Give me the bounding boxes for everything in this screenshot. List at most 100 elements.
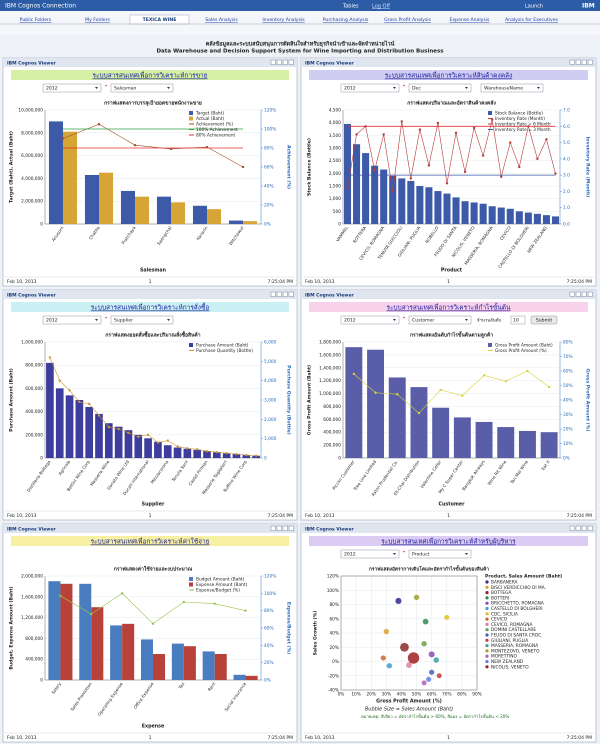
top-link[interactable]: Tables [342,4,359,10]
y-tick-label: 6,000,000 [21,153,43,159]
line-marker [245,453,248,457]
viewer-icon[interactable] [276,525,282,531]
select-value[interactable]: 2012 [46,86,58,92]
select[interactable] [408,315,472,325]
viewer-icon[interactable] [569,291,575,297]
viewer-label: IBM Cognos Viewer [305,60,355,66]
select-value[interactable]: Salesman [114,86,137,92]
viewer-icon[interactable] [575,291,581,297]
viewer-icon[interactable] [282,59,288,65]
bar [443,193,451,224]
viewer-icon[interactable] [288,291,294,297]
viewer-icon[interactable] [569,59,575,65]
viewer-header [3,290,297,299]
x-tick-label: Salary [50,681,62,695]
footer-date: Feb 10, 2013 [7,279,37,285]
viewer-icon[interactable] [282,291,288,297]
bar [343,123,352,224]
top-link[interactable]: Log Off [372,4,390,10]
viewer-icon[interactable] [288,59,294,65]
bar [183,448,192,458]
tab[interactable] [316,15,375,24]
select[interactable] [340,315,400,325]
tab[interactable] [378,15,437,24]
tab[interactable] [6,15,65,24]
select-value[interactable]: 2012 [344,318,356,324]
tab[interactable] [254,15,313,24]
line-marker [382,133,385,136]
line-marker [117,427,120,431]
tab-label[interactable]: Analysis for Executives [505,17,559,23]
y-tick-label: 0 [338,456,341,462]
select-value[interactable]: 2012 [46,318,58,324]
select-value[interactable]: Product [412,552,430,558]
input[interactable] [510,315,526,325]
line-marker [482,374,486,377]
viewer-icon[interactable] [270,291,276,297]
select-value[interactable]: Customer [412,318,434,324]
y2-axis-title: Achievement (%) [286,145,292,189]
button[interactable] [530,315,558,325]
top-link[interactable]: Launch [525,4,543,10]
bubble [433,657,439,663]
select[interactable] [110,83,174,93]
viewer-icon[interactable] [581,291,587,297]
y-tick-label: 4,500 [329,108,342,114]
line-marker [225,451,228,455]
viewer-icon[interactable] [270,525,276,531]
select[interactable] [340,83,400,93]
viewer-icon[interactable] [587,59,593,65]
line-marker [120,592,124,595]
tab[interactable] [440,15,499,24]
y2-tick-label: 20% [264,203,274,209]
select[interactable] [110,315,174,325]
footer-page: 1 [149,279,152,285]
tab-label[interactable]: Gross Profit Analysis [384,17,431,23]
viewer-icon[interactable] [569,525,575,531]
tab-label[interactable]: Sales Analysis [205,17,238,23]
select[interactable] [42,315,102,325]
select-value[interactable]: Dec [412,86,421,92]
select-value[interactable]: WarehouseName [484,86,523,92]
line-marker [215,451,219,454]
select[interactable] [408,549,472,559]
viewer-icon[interactable] [276,291,282,297]
tab-label[interactable]: My Folders [85,17,110,23]
y-tick-label: 2,500 [329,158,342,164]
tab[interactable] [192,15,251,24]
viewer-icon[interactable] [288,525,294,531]
viewer-icon[interactable] [575,525,581,531]
legend-label: GIULIANI, PUGLIA [491,638,528,644]
viewer-icon[interactable] [270,59,276,65]
panel-banner [11,302,289,312]
tab[interactable] [68,15,127,24]
tab-label[interactable]: Public Folders [20,17,52,23]
required-mark [403,550,405,553]
y-tick-label: 800,000 [25,636,43,642]
bar [362,153,370,224]
chart-title: กราฟแสดงปริมาณและอัตราสินค้าคงคลัง [407,100,496,107]
viewer-icon[interactable] [581,59,587,65]
tab-label[interactable]: TEXICA WINE [143,17,177,23]
tab[interactable] [502,15,561,24]
select-value[interactable]: 2012 [344,86,356,92]
tab-label[interactable]: Inventory Analysis [262,17,305,23]
y2-tick-label: 4.0 [563,156,570,162]
viewer-icon[interactable] [282,525,288,531]
select[interactable] [340,549,400,559]
tab-label[interactable]: Expense Analysis [450,17,490,23]
legend-label: Expense/Budget (%) [196,588,240,594]
button-label[interactable]: Submit [536,318,552,324]
select[interactable] [480,83,544,93]
viewer-icon[interactable] [575,59,581,65]
select-value[interactable]: Supplier [114,318,133,324]
select-value[interactable]: 2012 [344,552,356,558]
viewer-icon[interactable] [587,525,593,531]
select[interactable] [408,83,472,93]
viewer-icon[interactable] [587,291,593,297]
select[interactable] [42,83,102,93]
input-value[interactable]: 10 [513,318,519,324]
viewer-icon[interactable] [581,525,587,531]
viewer-icon[interactable] [276,59,282,65]
tab-label[interactable]: Purchasing Analysis [323,17,369,23]
